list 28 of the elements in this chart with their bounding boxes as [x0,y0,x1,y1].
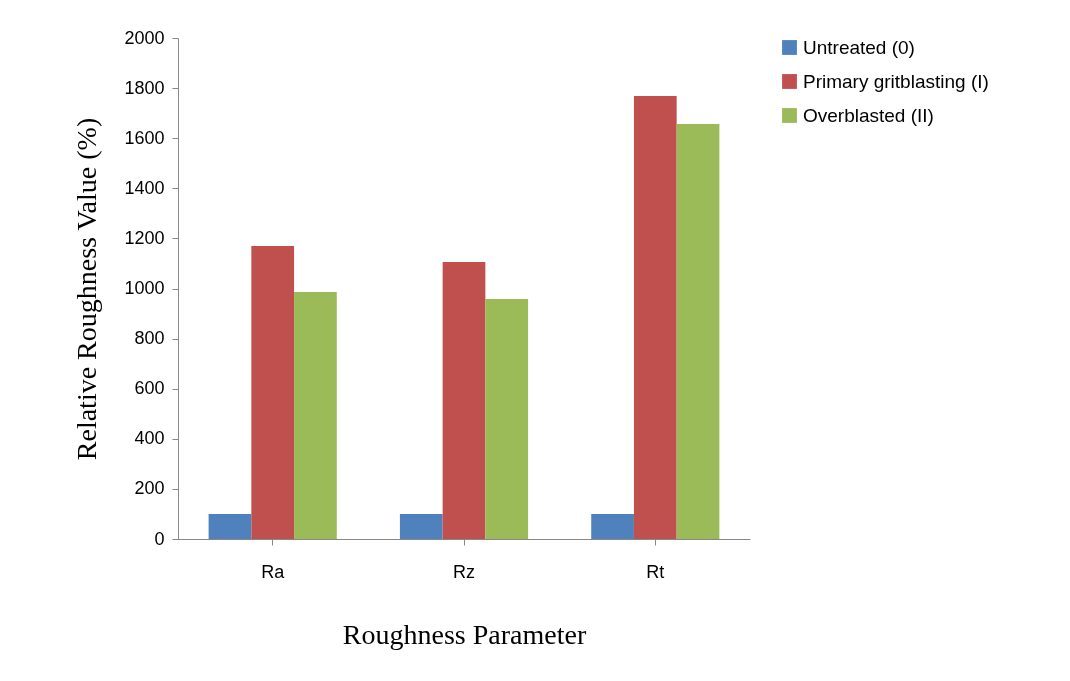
legend-label: Overblasted (II) [803,104,934,126]
y-tick-label: 800 [134,328,165,349]
bar [208,513,252,539]
y-tick-label: 1400 [124,177,165,198]
x-tick-label: Rt [646,561,665,582]
legend-label: Untreated (0) [803,36,915,58]
legend-label: Primary gritblasting (I) [803,70,989,92]
bar [251,245,295,539]
y-axis-title: Relative Roughness Value (%) [71,117,103,461]
bar [294,292,337,539]
bar [399,513,443,539]
y-tick-label: 2000 [124,27,165,48]
bar [591,513,634,539]
x-tick-label: Ra [261,561,286,582]
bar [633,96,677,539]
y-tick-label: 600 [134,378,165,399]
x-axis-title: Roughness Parameter [342,618,587,650]
y-tick-label: 0 [154,528,165,549]
bar [442,261,486,539]
bar [676,123,720,539]
y-tick-label: 400 [134,428,165,449]
y-tick-label: 1200 [124,227,165,248]
y-tick-label: 1000 [124,278,165,298]
x-tick-label: Rz [453,561,475,582]
y-tick-label: 1800 [124,77,165,98]
y-tick-label: 200 [134,478,165,499]
bar [485,299,529,539]
y-tick-label: 1600 [124,127,165,148]
